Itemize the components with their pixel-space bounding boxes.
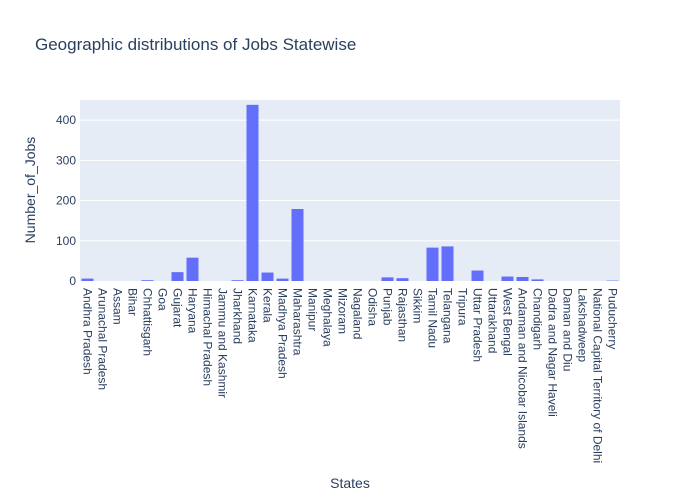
x-tick-label: Rajasthan — [396, 288, 410, 342]
x-tick-label: Lakshadweep — [576, 288, 590, 362]
y-tick-label: 100 — [56, 234, 76, 248]
y-axis-label: Number_of_Jobs — [22, 137, 38, 244]
x-tick-label: Andhra Pradesh — [81, 288, 95, 375]
bar — [531, 279, 544, 281]
y-axis-ticks: 0 100 200 300 400 — [56, 113, 76, 288]
x-tick-label: Meghalaya — [321, 288, 335, 347]
y-tick-label: 0 — [69, 274, 76, 288]
y-tick-label: 200 — [56, 194, 76, 208]
bar — [276, 278, 289, 281]
x-tick-label: Tamil Nadu — [426, 288, 440, 348]
bar — [186, 257, 199, 281]
bar — [141, 280, 154, 281]
x-tick-label: Chandigarh — [531, 288, 545, 350]
x-tick-label: Punjab — [381, 288, 395, 326]
x-tick-label: Puducherry — [606, 288, 620, 349]
bar — [246, 104, 259, 282]
x-tick-label: Assam — [111, 288, 125, 325]
x-tick-label: Mizoram — [336, 288, 350, 334]
x-tick-label: Haryana — [186, 288, 200, 334]
bar — [171, 272, 184, 281]
x-tick-label: Himachal Pradesh — [201, 288, 215, 386]
x-axis-label: States — [330, 475, 370, 491]
x-tick-label: Madhya Pradesh — [276, 288, 290, 379]
bar — [516, 276, 529, 281]
x-tick-label: Karnataka — [246, 288, 260, 343]
x-tick-label: West Bengal — [501, 288, 515, 356]
bar — [441, 246, 454, 281]
x-tick-label: Uttar Pradesh — [471, 288, 485, 362]
bars — [81, 104, 619, 282]
x-tick-label: Jammu and Kashmir — [216, 288, 230, 398]
x-axis-ticks: Andhra Pradesh Arunachal Pradesh Assam Biha… — [81, 288, 620, 463]
plot-area — [80, 100, 620, 281]
x-tick-label: Nagaland — [351, 288, 365, 339]
x-tick-label: Uttarakhand — [486, 288, 500, 353]
bar — [231, 280, 244, 281]
bar — [261, 272, 274, 281]
x-tick-label: Odisha — [366, 288, 380, 326]
x-tick-label: Bihar — [126, 288, 140, 316]
gridlines — [80, 119, 620, 242]
x-tick-label: Tripura — [456, 288, 470, 326]
x-tick-label: National Capital Territory of Delhi — [591, 288, 605, 463]
x-tick-label: Goa — [156, 288, 170, 311]
x-tick-label: Sikkim — [411, 288, 425, 323]
bar — [501, 276, 514, 281]
bar — [291, 209, 304, 281]
x-tick-label: Chhattisgarh — [141, 288, 155, 356]
bar — [81, 278, 94, 281]
bar — [471, 270, 484, 281]
x-tick-label: Kerala — [261, 288, 275, 323]
x-tick-label: Daman and Diu — [561, 288, 575, 371]
x-tick-label: Telangana — [441, 288, 455, 344]
x-tick-label: Manipur — [306, 288, 320, 331]
x-tick-label: Dadra and Nagar Haveli — [546, 288, 560, 417]
x-tick-label: Gujarat — [171, 288, 185, 328]
y-tick-label: 400 — [56, 113, 76, 127]
x-tick-label: Andaman and Nicobar Islands — [516, 288, 530, 449]
bar — [396, 278, 409, 281]
bar — [426, 247, 439, 281]
bar — [381, 277, 394, 281]
x-tick-label: Maharashtra — [291, 288, 305, 356]
chart-title: Geographic distributions of Jobs Statewi… — [35, 35, 356, 54]
x-tick-label: Arunachal Pradesh — [96, 288, 110, 390]
y-tick-label: 300 — [56, 153, 76, 167]
x-tick-label: Jharkhand — [231, 288, 245, 344]
